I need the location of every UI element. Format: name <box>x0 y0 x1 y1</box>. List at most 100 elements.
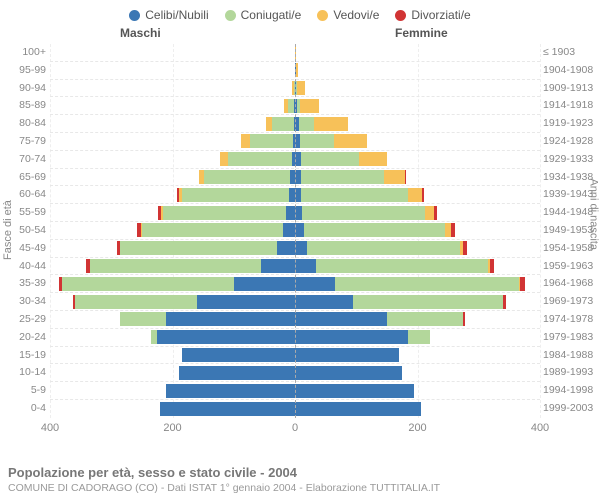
male-bar <box>50 348 295 362</box>
segment <box>157 330 295 344</box>
segment <box>295 384 414 398</box>
legend: Celibi/Nubili Coniugati/e Vedovi/e Divorzia… <box>0 0 600 26</box>
age-label: 25-29 <box>8 313 46 325</box>
age-label: 95-99 <box>8 64 46 76</box>
grid-line <box>540 44 541 418</box>
segment <box>520 277 525 291</box>
male-bar <box>50 134 295 148</box>
legend-item: Celibi/Nubili <box>129 8 208 22</box>
label-femmine: Femmine <box>395 26 448 40</box>
male-bar <box>50 384 295 398</box>
female-bar <box>295 188 540 202</box>
gender-header: Maschi Femmine <box>0 26 600 44</box>
year-label: 1969-1973 <box>543 295 598 307</box>
segment <box>75 295 198 309</box>
footer-subtitle: COMUNE DI CADORAGO (CO) - Dati ISTAT 1° … <box>8 482 440 494</box>
segment <box>62 277 234 291</box>
female-bar <box>295 223 540 237</box>
segment <box>301 170 384 184</box>
segment <box>250 134 293 148</box>
legend-dot <box>129 10 140 21</box>
segment <box>503 295 506 309</box>
female-bar <box>295 384 540 398</box>
segment <box>301 188 408 202</box>
segment <box>295 241 307 255</box>
female-bar <box>295 402 540 416</box>
age-label: 35-39 <box>8 277 46 289</box>
year-label: 1939-1943 <box>543 188 598 200</box>
segment <box>405 170 406 184</box>
female-bar <box>295 45 540 59</box>
year-label: 1934-1938 <box>543 171 598 183</box>
segment <box>302 206 425 220</box>
segment <box>220 152 227 166</box>
male-bar <box>50 402 295 416</box>
segment <box>160 402 295 416</box>
x-tick: 200 <box>408 422 426 434</box>
x-axis: 4002000200400 <box>0 418 600 440</box>
segment <box>463 312 464 326</box>
segment <box>120 312 166 326</box>
age-label: 55-59 <box>8 206 46 218</box>
segment <box>90 259 262 273</box>
segment <box>434 206 437 220</box>
segment <box>228 152 292 166</box>
age-label: 50-54 <box>8 224 46 236</box>
segment <box>408 188 421 202</box>
year-label: 1964-1968 <box>543 277 598 289</box>
female-bar <box>295 152 540 166</box>
segment <box>234 277 295 291</box>
legend-label: Coniugati/e <box>241 8 302 22</box>
segment <box>166 384 295 398</box>
legend-item: Divorziati/e <box>395 8 470 22</box>
year-label: 1999-2003 <box>543 402 598 414</box>
male-bar <box>50 81 295 95</box>
segment <box>300 134 334 148</box>
age-label: 20-24 <box>8 331 46 343</box>
male-bar <box>50 241 295 255</box>
segment <box>300 99 320 113</box>
year-label: 1924-1928 <box>543 135 598 147</box>
age-label: 45-49 <box>8 242 46 254</box>
segment <box>182 188 289 202</box>
male-bar <box>50 99 295 113</box>
legend-label: Celibi/Nubili <box>145 8 208 22</box>
segment <box>301 152 359 166</box>
female-bar <box>295 330 540 344</box>
segment <box>295 312 387 326</box>
male-bar <box>50 259 295 273</box>
segment <box>179 366 295 380</box>
segment <box>295 330 408 344</box>
female-bar <box>295 312 540 326</box>
segment <box>295 348 399 362</box>
year-label: 1984-1988 <box>543 349 598 361</box>
female-bar <box>295 134 540 148</box>
segment <box>166 312 295 326</box>
segment <box>295 259 316 273</box>
age-label: 70-74 <box>8 153 46 165</box>
female-bar <box>295 241 540 255</box>
male-bar <box>50 312 295 326</box>
segment <box>295 366 402 380</box>
pyramid-chart: Fasce di età Anni di nascita 100+≤ 19039… <box>0 44 600 418</box>
female-bar <box>295 170 540 184</box>
year-label: 1979-1983 <box>543 331 598 343</box>
year-label: 1919-1923 <box>543 117 598 129</box>
female-bar <box>295 117 540 131</box>
age-label: 60-64 <box>8 188 46 200</box>
female-bar <box>295 81 540 95</box>
male-bar <box>50 277 295 291</box>
year-label: 1989-1993 <box>543 366 598 378</box>
legend-dot <box>225 10 236 21</box>
female-bar <box>295 295 540 309</box>
segment <box>163 206 286 220</box>
age-label: 65-69 <box>8 171 46 183</box>
label-maschi: Maschi <box>120 26 161 40</box>
male-bar <box>50 188 295 202</box>
age-label: 90-94 <box>8 82 46 94</box>
segment <box>425 206 434 220</box>
segment <box>272 117 293 131</box>
year-label: 1959-1963 <box>543 260 598 272</box>
legend-label: Vedovi/e <box>333 8 379 22</box>
age-label: 0-4 <box>8 402 46 414</box>
